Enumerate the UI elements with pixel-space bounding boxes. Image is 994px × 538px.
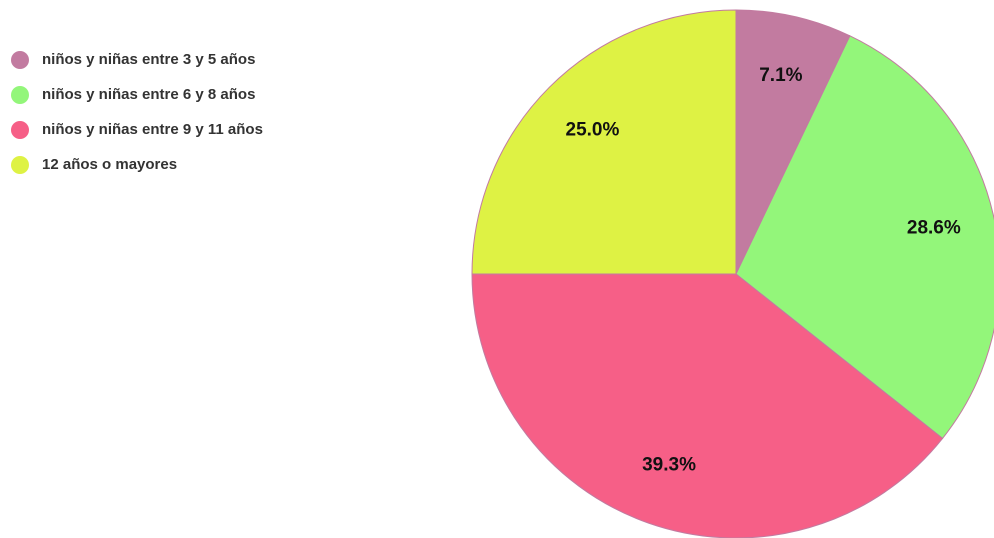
legend-label: 12 años o mayores (42, 156, 177, 173)
legend-swatch (11, 51, 29, 69)
pie-slice (471, 273, 944, 538)
legend-swatch (11, 121, 29, 139)
pie-slice (735, 35, 994, 440)
legend-swatch (11, 156, 29, 174)
legend-label: niños y niñas entre 3 y 5 años (42, 51, 255, 68)
slice-label: 28.6% (907, 217, 961, 238)
pie-slice (735, 9, 851, 275)
legend-label: niños y niñas entre 9 y 11 años (42, 121, 263, 138)
legend-swatch (11, 86, 29, 104)
slice-label: 25.0% (566, 119, 620, 140)
legend-label: niños y niñas entre 6 y 8 años (42, 86, 255, 103)
slice-label: 39.3% (642, 455, 696, 476)
slice-label: 7.1% (759, 65, 802, 86)
pie-slice (471, 9, 737, 275)
